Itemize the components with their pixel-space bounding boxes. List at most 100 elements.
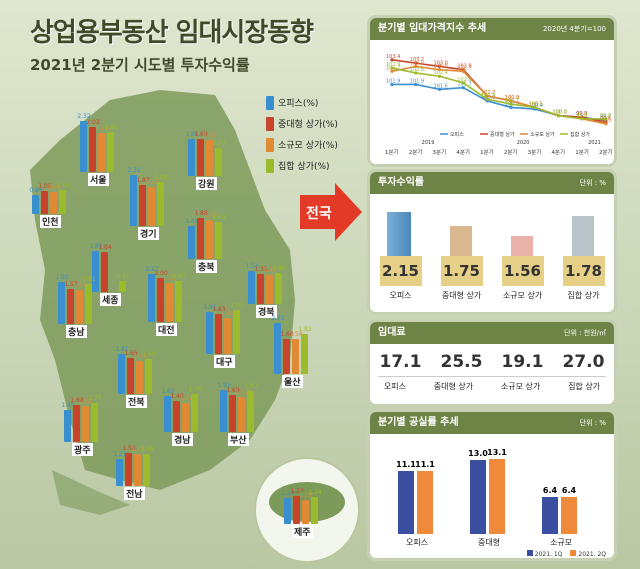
region-bar xyxy=(293,496,300,524)
vacancy-value: 6.4 xyxy=(542,486,558,496)
vacancy-value: 11.1 xyxy=(396,459,416,469)
year-label: 2021 xyxy=(588,140,601,146)
region-bar xyxy=(101,251,108,292)
data-label: 99.8 xyxy=(576,113,587,119)
region-bar-value: 1.32 xyxy=(179,394,193,402)
x-tick-label: 2분기 xyxy=(599,148,613,156)
data-point xyxy=(509,102,513,106)
region-bar-value: 2.17 xyxy=(145,266,159,274)
region-대전: 2.17 2.00 1.77 1.87 대전 xyxy=(145,266,198,336)
series-line xyxy=(391,67,606,120)
region-bar-value: 1.68 xyxy=(70,397,84,405)
region-bar-value: 1.40 xyxy=(272,265,286,273)
data-point xyxy=(461,86,465,90)
vacancy-value: 6.4 xyxy=(561,486,577,496)
region-bar xyxy=(191,393,198,432)
x-tick-label: 1분기 xyxy=(480,148,494,156)
region-충북: 1.48 1.88 1.76 1.69 충북 xyxy=(185,205,238,273)
region-제주: 1.20 1.27 1.08 1.24 제주 xyxy=(281,470,334,538)
region-label: 충북 xyxy=(196,260,217,273)
small-store-icon xyxy=(510,236,533,256)
region-bar-value: 1.81 xyxy=(115,346,129,354)
region-bar xyxy=(139,184,146,226)
return-item-large: 1.75 중대형 상가 xyxy=(434,210,490,301)
region-bar xyxy=(188,226,195,259)
region-bar-value: 1.76 xyxy=(203,212,217,220)
data-label: 102.6 xyxy=(410,67,424,73)
region-bar xyxy=(292,339,299,374)
return-value-collective: 1.78 xyxy=(564,262,602,280)
region-bar-value: 1.81 xyxy=(82,276,96,284)
region-bar xyxy=(64,410,71,442)
region-bar xyxy=(118,354,125,394)
region-bar-value: 1.46 xyxy=(140,445,154,453)
region-bar xyxy=(284,497,291,524)
region-bar xyxy=(206,140,213,176)
x-tick-label: 2분기 xyxy=(409,148,423,156)
region-label: 전북 xyxy=(126,395,147,408)
region-bar-value: 1.77 xyxy=(88,395,102,403)
region-bar-value: 1.54 xyxy=(73,282,87,290)
region-bar xyxy=(119,280,126,292)
data-label: 103.0 xyxy=(410,60,424,66)
region-bar-value: 0.51 xyxy=(116,272,130,280)
region-bar xyxy=(197,138,204,176)
data-label: 101.6 xyxy=(434,83,448,89)
region-bar xyxy=(173,401,180,432)
legend-label: 소규모 상가 xyxy=(530,131,555,138)
data-point xyxy=(485,94,489,98)
data-label: 100.9 xyxy=(505,95,519,101)
region-bar-value: 1.87 xyxy=(244,382,258,390)
x-tick-label: 3분기 xyxy=(528,148,542,156)
vacancy-value: 11.1 xyxy=(415,459,435,469)
data-label: 101.2 xyxy=(481,90,495,96)
rent-label-large: 중대형 상가 xyxy=(433,382,474,391)
rent-value-office: 17.1 xyxy=(379,352,422,372)
legend-label: 집합 상가 xyxy=(570,131,590,138)
vacancy-bar-chart: 11.1 11.1 오피스 13.0 13.1 중대형 6.4 6.4 소규모 2021. 1Q 2… xyxy=(370,434,614,558)
region-bar-value: 1.20 xyxy=(281,489,295,497)
return-value-large: 1.75 xyxy=(442,262,480,280)
region-bar-value: 1.24 xyxy=(308,488,322,496)
region-label: 대전 xyxy=(156,323,177,336)
region-bar-value: 1.76 xyxy=(145,179,159,187)
region-bar xyxy=(197,217,204,259)
region-label: 세종 xyxy=(100,293,121,306)
region-bar-value: 1.57 xyxy=(64,281,78,289)
vacancy-category-label: 소규모 xyxy=(549,538,573,547)
region-bar xyxy=(175,280,182,322)
index-panel: 분기별 임대가격지수 추세 2020년 4분기=100 101.9 101.9 101… xyxy=(370,18,614,164)
page-subtitle: 2021년 2분기 시도별 투자수익률 xyxy=(30,56,250,74)
vacancy-bar xyxy=(561,497,577,534)
region-bar-value: 1.69 xyxy=(212,213,226,221)
region-bar-value: 1.10 xyxy=(56,181,70,189)
data-label: 100.5 xyxy=(529,101,543,107)
region-bar-value: 1.58 xyxy=(289,331,303,339)
region-bar xyxy=(67,289,74,324)
data-point xyxy=(580,117,584,121)
region-bar xyxy=(91,403,98,442)
region-bar-value: 1.76 xyxy=(95,125,109,133)
region-bar-value: 2.31 xyxy=(271,315,285,323)
region-bar-value: 1.75 xyxy=(188,385,202,393)
region-bar-value: 1.05 xyxy=(38,182,52,190)
region-bar-value: 1.66 xyxy=(185,131,199,139)
vacancy-bar xyxy=(542,497,558,534)
return-item-collective: 1.78 집합 상가 xyxy=(556,210,612,301)
region-bar-value: 1.91 xyxy=(203,303,217,311)
nation-arrow xyxy=(300,183,362,241)
region-부산: 1.91 1.69 1.59 1.87 부산 xyxy=(217,378,270,446)
data-label: 99.5 xyxy=(600,118,611,124)
region-label: 부산 xyxy=(228,433,249,446)
rent-panel-unit: 단위 : 천원/㎡ xyxy=(564,329,606,337)
region-label: 서울 xyxy=(88,173,109,186)
region-bar xyxy=(283,338,290,374)
region-bar xyxy=(257,274,264,304)
data-point xyxy=(437,64,442,68)
data-label: 102.8 xyxy=(457,64,471,70)
data-point xyxy=(390,82,394,87)
region-bar xyxy=(41,190,48,214)
region-전남: 1.21 1.50 1.45 1.46 전남 xyxy=(113,432,166,500)
region-bar-value: 1.83 xyxy=(212,305,226,313)
